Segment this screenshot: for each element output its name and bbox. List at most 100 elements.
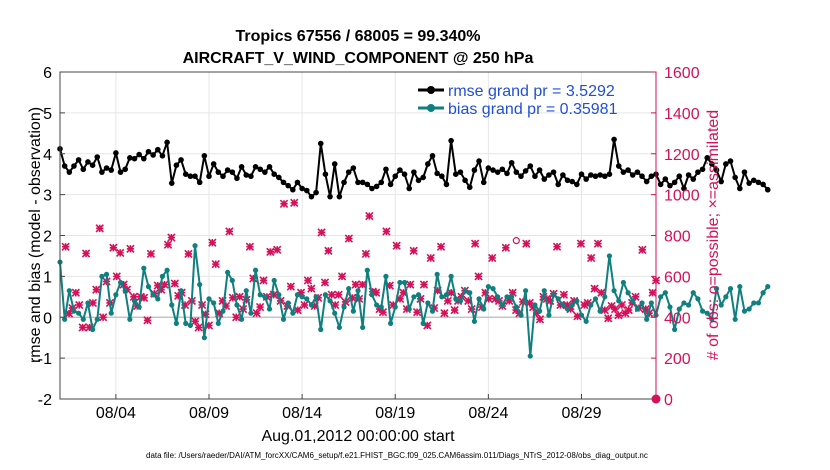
rmse-point	[168, 180, 175, 186]
obs-assimilated-marker	[61, 242, 70, 251]
bias-point	[406, 306, 412, 312]
bias-series	[57, 243, 771, 359]
bias-point	[392, 304, 398, 310]
obs-assimilated-marker	[351, 280, 360, 289]
bias-point	[560, 302, 566, 308]
bias-point	[285, 300, 291, 306]
bias-point	[387, 320, 394, 326]
obs-assimilated-marker	[208, 238, 217, 247]
obs-assimilated-marker	[440, 308, 449, 318]
rmse-point	[359, 179, 366, 186]
bias-point	[108, 310, 114, 316]
rmse-point	[471, 167, 478, 173]
rmse-point	[164, 139, 170, 146]
bias-point	[737, 283, 743, 290]
obs-assimilated-marker	[300, 300, 309, 310]
rmse-point	[704, 155, 711, 161]
obs-assimilated-marker	[92, 285, 101, 294]
bias-point	[243, 288, 249, 294]
rmse-point	[662, 176, 669, 182]
obs-assimilated-marker	[163, 240, 173, 249]
bias-point	[523, 288, 529, 294]
bias-point	[760, 290, 766, 296]
obs-assimilated-marker	[365, 211, 374, 221]
bias-point	[462, 288, 468, 294]
rmse-point	[429, 152, 436, 159]
rmse-point	[695, 169, 701, 175]
bias-point	[718, 302, 724, 308]
rmse-point	[80, 166, 87, 173]
rmse-point	[639, 173, 645, 180]
rmse-point	[290, 186, 296, 193]
obs-assimilated-marker	[255, 302, 265, 312]
rmse-point	[187, 173, 194, 180]
bias-point	[99, 273, 105, 279]
obs-assimilated-marker	[395, 294, 405, 304]
obs-assimilated-marker	[225, 227, 234, 236]
obs-assimilated-marker	[194, 323, 203, 332]
rmse-point	[755, 179, 762, 186]
rmse-point	[490, 167, 496, 173]
bias-point	[155, 296, 161, 302]
obs-assimilated-marker	[430, 303, 439, 313]
obs-assimilated-marker	[324, 246, 333, 255]
bias-point	[630, 298, 636, 304]
bias-point	[578, 312, 585, 318]
obs-assimilated-marker	[576, 239, 586, 248]
bias-point	[471, 318, 478, 324]
rmse-point	[252, 164, 259, 170]
obs-assimilated-marker	[419, 280, 429, 289]
obs-assimilated-marker	[447, 288, 456, 297]
obs-assimilated-marker	[296, 288, 306, 297]
rmse-point	[723, 161, 729, 167]
obs-assimilated-marker	[423, 321, 432, 330]
rmse-point	[299, 185, 305, 192]
rmse-point	[518, 173, 524, 180]
rmse-point	[629, 172, 636, 178]
bias-point	[476, 296, 482, 302]
rmse-point	[625, 167, 631, 173]
rmse-point	[322, 171, 329, 177]
rmse-point	[709, 161, 715, 167]
rmse-point	[522, 168, 529, 174]
obs-assimilated-marker	[368, 287, 377, 296]
rmse-point	[741, 169, 748, 175]
y-axis-label-right: # of obs: o=possible; ×=assimilated	[705, 110, 722, 360]
rmse-point	[560, 172, 566, 178]
rmse-point	[141, 155, 147, 162]
obs-assimilated-marker	[597, 288, 606, 297]
rmse-point	[513, 169, 520, 175]
rmse-point	[494, 169, 501, 175]
obs-assimilated-marker	[290, 198, 299, 207]
rmse-point	[643, 178, 650, 185]
bias-point	[355, 288, 361, 294]
y-tick-label-right: 0	[664, 392, 673, 409]
obs-assimilated-marker	[631, 292, 640, 301]
bias-point	[85, 300, 91, 306]
rmse-point	[94, 154, 101, 160]
rmse-point	[350, 165, 357, 171]
rmse-point	[681, 185, 687, 192]
y-tick-label-right: 1200	[664, 147, 700, 164]
rmse-point	[257, 166, 264, 173]
bias-point	[467, 290, 473, 296]
y-tick-label-right: 1000	[664, 188, 700, 205]
bias-point	[113, 292, 119, 298]
x-tick-label: 08/09	[189, 405, 229, 422]
obs-assimilated-marker	[273, 245, 282, 254]
obs-assimilated-marker	[525, 298, 534, 308]
obs-assimilated-marker	[228, 293, 237, 302]
rmse-point	[99, 169, 105, 175]
bias-point	[122, 288, 128, 294]
y-tick-label-left: -2	[38, 392, 52, 409]
y-tick-label-left: 0	[43, 310, 52, 327]
rmse-point	[420, 174, 426, 181]
obs-assimilated-marker	[563, 300, 572, 310]
obs-assimilated-marker	[78, 323, 87, 332]
rmse-point	[499, 166, 506, 173]
bias-point	[411, 294, 417, 300]
bias-point	[583, 318, 589, 324]
rmse-point	[448, 137, 454, 144]
obs-assimilated-marker	[412, 307, 422, 317]
rmse-point	[215, 169, 222, 175]
